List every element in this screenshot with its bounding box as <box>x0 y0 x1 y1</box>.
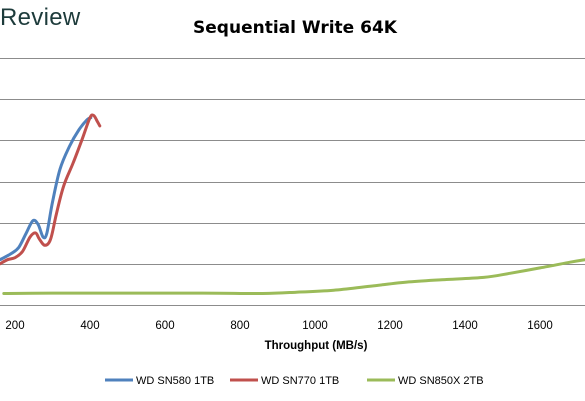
chart-title: Sequential Write 64K <box>193 18 398 38</box>
series-line-wd-sn580-1tb <box>0 116 93 262</box>
x-tick-label: 200 <box>5 320 24 332</box>
legend: WD SN580 1TB WD SN770 1TB WD SN850X 2TB <box>105 375 484 387</box>
x-tick-label: 400 <box>80 320 99 332</box>
legend-label-wd-sn850x-2tb: WD SN850X 2TB <box>398 375 484 387</box>
x-tick-label: 1600 <box>527 320 553 332</box>
grid-lines <box>0 58 585 265</box>
x-tick-label: 1400 <box>452 320 478 332</box>
series-line-wd-sn770-1tb <box>0 113 102 266</box>
x-tick-label: 800 <box>230 320 249 332</box>
series-lines <box>0 113 585 296</box>
legend-label-wd-sn770-1tb: WD SN770 1TB <box>261 375 339 387</box>
x-tick-label: 600 <box>155 320 174 332</box>
x-tick-label: 1200 <box>377 320 403 332</box>
brand-logo-text: Review <box>0 4 81 31</box>
series-line-wd-sn850x-2tb <box>2 258 585 296</box>
x-tick-label: 1000 <box>302 320 328 332</box>
x-tick-labels: 200 400 600 800 1000 1200 1400 1600 <box>5 320 552 332</box>
x-axis-label: Throughput (MB/s) <box>265 340 368 352</box>
legend-label-wd-sn580-1tb: WD SN580 1TB <box>136 375 214 387</box>
